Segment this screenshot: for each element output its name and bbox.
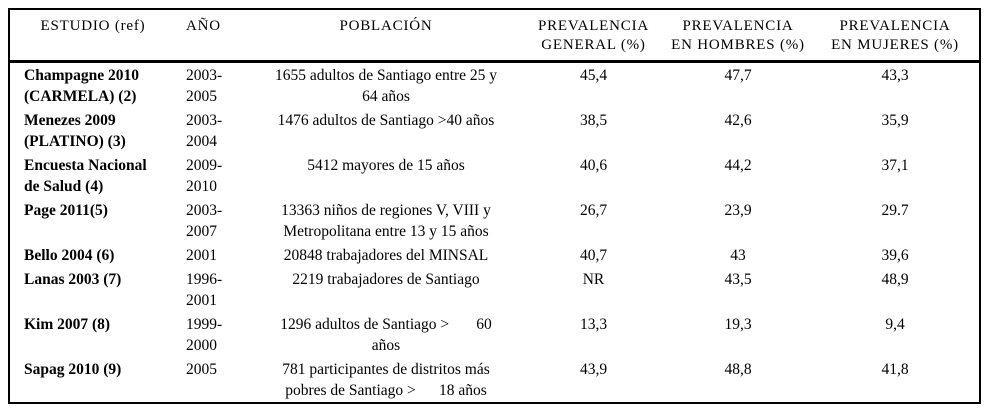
cell-study: Sapag 2010 (9) — [24, 361, 122, 378]
table-row: Page 2011(5) 2003- 2007 13363 niños de r… — [9, 198, 980, 243]
cell-prevalence-women: 37,1 — [881, 157, 909, 174]
table-row: Champagne 2010 (CARMELA) (2) 2003- 2005 … — [9, 62, 980, 109]
cell-prevalence-women: 35,9 — [881, 112, 909, 129]
cell-population: 1296 adultos de Santiago > 60 años — [280, 316, 492, 354]
table-header-row: ESTUDIO (ref) AÑO POBLACIÓN PREVALENCIA … — [9, 9, 980, 63]
cell-year: 2009- 2010 — [186, 157, 223, 195]
cell-year: 2003- 2005 — [186, 67, 223, 105]
cell-study: Encuesta Nacional de Salud (4) — [24, 157, 147, 195]
cell-prevalence-general: 26,7 — [579, 202, 608, 219]
cell-study: Lanas 2003 (7) — [24, 271, 122, 288]
cell-year: 1999- 2000 — [186, 316, 223, 354]
cell-population: 1655 adultos de Santiago entre 25 y 64 a… — [274, 67, 498, 105]
cell-prevalence-women: 9,4 — [885, 316, 905, 333]
cell-prevalence-women: 39,6 — [881, 247, 909, 264]
cell-year: 2003- 2004 — [186, 112, 223, 150]
column-header-prevalencia-mujeres: PREVALENCIA EN MUJERES (%) — [811, 9, 980, 63]
cell-population: 781 participantes de distritos más pobre… — [282, 361, 490, 399]
cell-prevalence-general: 40,6 — [579, 157, 608, 174]
cell-population: 5412 mayores de 15 años — [307, 157, 465, 174]
cell-study: Page 2011(5) — [24, 202, 108, 219]
cell-year: 2005 — [186, 361, 217, 378]
cell-prevalence-women: 43,3 — [881, 67, 909, 84]
cell-population: 1476 adultos de Santiago >40 años — [277, 112, 495, 129]
cell-prevalence-general: 45,4 — [579, 67, 608, 84]
column-header-prevalencia-general: PREVALENCIA GENERAL (%) — [522, 9, 665, 63]
cell-prevalence-general: 43,9 — [579, 361, 608, 378]
cell-prevalence-men: 47,7 — [724, 67, 752, 84]
cell-population: 20848 trabajadores del MINSAL — [283, 247, 489, 264]
table-row: Sapag 2010 (9) 2005 781 participantes de… — [9, 357, 980, 403]
cell-prevalence-men: 43,5 — [724, 271, 752, 288]
cell-study: Bello 2004 (6) — [24, 247, 115, 264]
cell-prevalence-women: 29.7 — [881, 202, 909, 219]
table-row: Menezes 2009 (PLATINO) (3) 2003- 2004 14… — [9, 108, 980, 153]
cell-prevalence-general: 40,7 — [579, 247, 608, 264]
cell-prevalence-women: 48,9 — [881, 271, 909, 288]
cell-prevalence-men: 48,8 — [724, 361, 752, 378]
cell-study: Champagne 2010 (CARMELA) (2) — [24, 67, 139, 105]
column-header-prevalencia-hombres: PREVALENCIA EN HOMBRES (%) — [665, 9, 811, 63]
table-row: Lanas 2003 (7) 1996- 2001 2219 trabajado… — [9, 267, 980, 312]
table-row: Bello 2004 (6) 2001 20848 trabajadores d… — [9, 243, 980, 267]
cell-study: Kim 2007 (8) — [24, 316, 111, 333]
cell-study: Menezes 2009 (PLATINO) (3) — [24, 112, 126, 150]
cell-year: 2003- 2007 — [186, 202, 223, 240]
cell-prevalence-men: 43 — [730, 247, 746, 264]
table-row: Encuesta Nacional de Salud (4) 2009- 201… — [9, 153, 980, 198]
cell-prevalence-men: 42,6 — [724, 112, 752, 129]
cell-prevalence-women: 41,8 — [881, 361, 909, 378]
cell-prevalence-men: 23,9 — [724, 202, 752, 219]
cell-year: 1996- 2001 — [186, 271, 223, 309]
cell-prevalence-general: NR — [582, 271, 605, 288]
cell-prevalence-men: 19,3 — [724, 316, 752, 333]
cell-population: 2219 trabajadores de Santiago — [292, 271, 480, 288]
cell-prevalence-men: 44,2 — [724, 157, 752, 174]
cell-population: 13363 niños de regiones V, VIII y Metrop… — [281, 202, 491, 240]
column-header-estudio: ESTUDIO (ref) — [9, 9, 176, 63]
cell-prevalence-general: 38,5 — [579, 112, 608, 129]
column-header-ano: AÑO — [176, 9, 250, 63]
cell-year: 2001 — [186, 247, 217, 264]
prevalence-table: ESTUDIO (ref) AÑO POBLACIÓN PREVALENCIA … — [8, 8, 981, 404]
table-row: Kim 2007 (8) 1999- 2000 1296 adultos de … — [9, 312, 980, 357]
cell-prevalence-general: 13,3 — [579, 316, 608, 333]
column-header-poblacion: POBLACIÓN — [250, 9, 522, 63]
